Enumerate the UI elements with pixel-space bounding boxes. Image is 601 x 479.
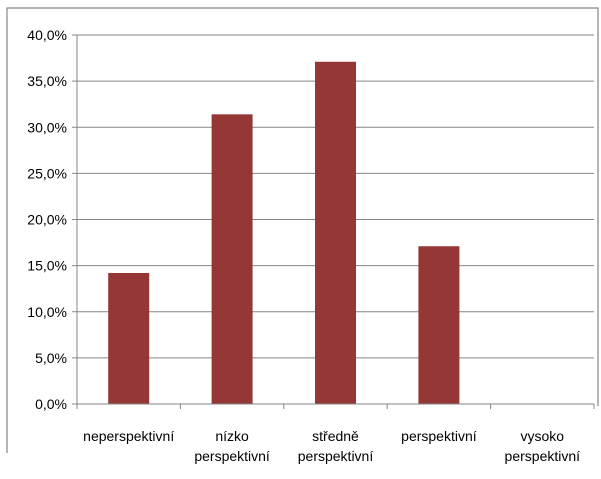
y-tick-label: 40,0% bbox=[27, 27, 67, 43]
x-tick-label-line: perspektivní bbox=[401, 428, 477, 444]
x-tick-label-line: středně bbox=[312, 428, 359, 444]
y-tick-label: 20,0% bbox=[27, 212, 67, 228]
x-tick-label-line: vysoko bbox=[521, 428, 565, 444]
y-tick-label: 30,0% bbox=[27, 119, 67, 135]
x-tick-label-line: neperspektivní bbox=[83, 428, 174, 444]
y-tick-label: 15,0% bbox=[27, 258, 67, 274]
x-tick-label: nízko perspektivní bbox=[194, 428, 270, 464]
chart-border-group bbox=[6, 7, 599, 453]
y-tick-label: 35,0% bbox=[27, 73, 67, 89]
x-tick-label-line: perspektivní bbox=[505, 448, 581, 464]
bar bbox=[315, 61, 356, 404]
bar bbox=[211, 114, 253, 405]
bar bbox=[418, 246, 460, 404]
y-tick-label: 0,0% bbox=[35, 396, 67, 412]
x-tick-label: perspektivní bbox=[401, 428, 477, 444]
y-tick-label: 25,0% bbox=[27, 165, 67, 181]
x-tick-label-line: perspektivní bbox=[298, 448, 374, 464]
chart-area-border bbox=[6, 7, 599, 453]
bars-group bbox=[108, 61, 460, 405]
y-tick-label: 10,0% bbox=[27, 304, 67, 320]
x-tick-label: středně perspektivní bbox=[298, 428, 374, 464]
x-tick-label: neperspektivní bbox=[83, 428, 174, 444]
y-tick-label: 5,0% bbox=[35, 350, 67, 366]
y-tick-labels-group: 0,0% 5,0% 10,0% 15,0% 20,0% 25,0% 30,0% 35,0% 40… bbox=[27, 27, 77, 412]
x-tick-labels-group: neperspektivní nízko perspektivní středně pe… bbox=[83, 428, 580, 464]
x-tick-label-line: nízko bbox=[215, 428, 249, 444]
bar bbox=[108, 273, 150, 404]
x-tick-label-line: perspektivní bbox=[194, 448, 270, 464]
x-tick-label: vysoko perspektivní bbox=[505, 428, 581, 464]
